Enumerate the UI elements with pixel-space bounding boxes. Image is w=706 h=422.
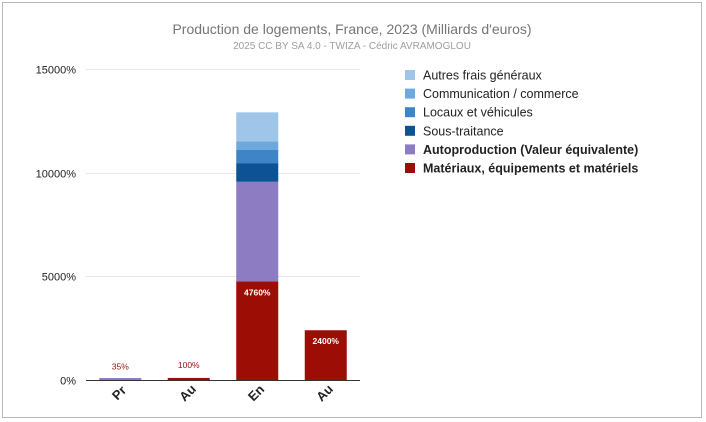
legend-swatch [405, 88, 415, 99]
y-axis-ticks: 0% 5000% 10000% 15000% [36, 65, 77, 388]
x-tick-label: Au [176, 381, 199, 404]
chart-subtitle: 2025 CC BY SA 4.0 - TWIZA - Cédric AVRAM… [233, 41, 471, 52]
bar-segment [236, 181, 279, 282]
legend: Autres frais généraux Communication / com… [405, 69, 638, 176]
bar-segment [304, 330, 347, 380]
y-tick-label: 0% [60, 376, 76, 388]
data-label: 100% [178, 360, 200, 370]
data-labels: 35% 100% 4760% 2400% [112, 287, 340, 371]
y-tick-label: 15000% [36, 65, 77, 77]
legend-swatch [405, 107, 415, 118]
x-tick-label: Pr [109, 383, 129, 403]
legend-swatch [405, 70, 415, 80]
y-tick-label: 5000% [42, 272, 76, 284]
legend-swatch [405, 163, 415, 173]
bar-segment [99, 378, 142, 380]
legend-label: Sous-traitance [423, 124, 504, 138]
x-axis-ticks: Pr Au En Au [109, 381, 336, 404]
bars [99, 112, 347, 380]
bar-segment [236, 112, 279, 142]
chart-frame [2, 2, 702, 418]
bar-segment [236, 281, 279, 380]
chart-title: Production de logements, France, 2023 (M… [172, 21, 531, 37]
bar-segment [167, 377, 210, 380]
data-label: 35% [112, 361, 129, 371]
legend-label: Communication / commerce [423, 87, 579, 101]
grid-lines [86, 69, 360, 277]
bar-segment [236, 141, 279, 150]
legend-swatch [405, 144, 415, 155]
legend-label: Locaux et véhicules [423, 106, 533, 120]
x-tick-label: En [245, 382, 267, 404]
bar-segment [236, 163, 279, 182]
legend-label: Autres frais généraux [423, 69, 543, 83]
bar-segment [236, 149, 279, 164]
y-tick-label: 10000% [36, 169, 77, 181]
data-label: 2400% [313, 336, 340, 346]
x-tick-label: Au [313, 381, 336, 404]
legend-swatch [405, 125, 415, 136]
data-label: 4760% [244, 287, 271, 297]
legend-label: Autoproduction (Valeur équivalente) [423, 143, 638, 157]
legend-label: Matériaux, équipements et matériels [423, 162, 638, 176]
